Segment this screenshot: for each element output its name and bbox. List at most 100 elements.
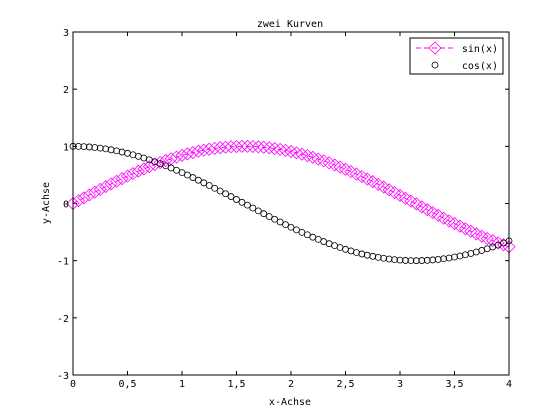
y-axis-label: y-Achse [41,182,52,224]
data-point [295,147,309,161]
data-point [120,169,135,183]
y-tick-label: -1 [57,257,69,268]
data-point [126,167,140,181]
data-point [91,144,99,151]
data-point [262,141,276,155]
data-point [200,179,208,187]
data-point [184,171,191,179]
data-point [85,143,93,151]
data-point [423,256,431,264]
data-point [407,257,415,265]
data-point [402,257,409,264]
data-point [113,147,120,155]
legend: sin(x) cos(x) [409,37,504,75]
data-point [382,183,396,197]
data-point [96,144,104,152]
data-point [282,221,289,229]
data-point [99,180,113,194]
data-point [360,172,374,186]
data-point [260,210,268,218]
x-tick-label: 0,5 [118,379,136,390]
data-point [284,144,298,159]
data-point [153,155,167,170]
data-point [80,143,88,151]
data-point [124,149,131,157]
data-point [186,145,200,160]
data-point [293,226,300,234]
data-point [418,257,426,264]
legend-box [409,37,504,75]
data-point [387,186,402,200]
data-point [461,251,469,259]
y-tick-label: 2 [63,85,69,96]
y-tick-label: 0 [63,200,69,211]
data-point [271,215,279,223]
data-point [216,187,224,195]
data-point [211,184,219,192]
data-point [431,208,445,222]
data-point [300,149,314,163]
data-point [265,213,273,220]
data-point [358,250,366,258]
data-point [75,142,82,150]
data-point [391,256,398,264]
series-line [72,145,510,248]
data-point [496,238,511,252]
data-point [110,174,124,188]
data-point [453,219,467,233]
data-point [298,228,306,236]
legend-label: cos(x) [462,61,498,72]
data-point [322,156,336,170]
data-point [115,172,129,186]
data-point [467,250,475,257]
x-tick-label: 3,5 [445,379,463,390]
x-tick-label: 3 [397,379,403,390]
data-point [254,207,262,215]
data-point [137,162,151,176]
data-point [311,152,325,166]
data-point [169,150,184,164]
data-point [243,201,251,209]
data-point [338,162,353,176]
x-tick-label: 0 [70,379,76,390]
data-point [434,256,442,263]
data-point [276,218,284,226]
data-point [235,139,249,153]
series-sin [66,139,516,254]
y-tick-label: 3 [63,28,69,39]
data-point [440,255,448,263]
data-point [445,254,453,262]
data-point [219,140,233,154]
data-point [229,139,244,154]
data-point [363,251,371,259]
data-point [404,194,418,208]
y-tick-label: -3 [57,371,69,382]
data-point [396,256,404,264]
data-point [107,146,115,154]
data-point [159,154,173,168]
data-point [222,190,230,198]
data-point [88,185,102,199]
data-point [352,249,360,256]
legend-items: sin(x) cos(x) [416,41,498,72]
data-point [385,255,393,263]
data-point [429,256,437,264]
data-point [369,252,377,260]
data-point [289,146,304,160]
data-point [102,145,110,153]
data-point [77,191,91,205]
legend-label: sin(x) [462,44,498,55]
data-point [238,198,246,206]
data-point [412,257,420,265]
data-point [268,141,282,156]
data-point [287,223,295,231]
chart-title: zwei Kurven [257,19,323,30]
data-point [118,148,126,156]
data-point [249,204,257,212]
data-point [208,141,222,155]
data-point [306,150,320,164]
data-point [194,176,202,184]
data-point [131,164,145,178]
legend-marker [431,61,439,69]
